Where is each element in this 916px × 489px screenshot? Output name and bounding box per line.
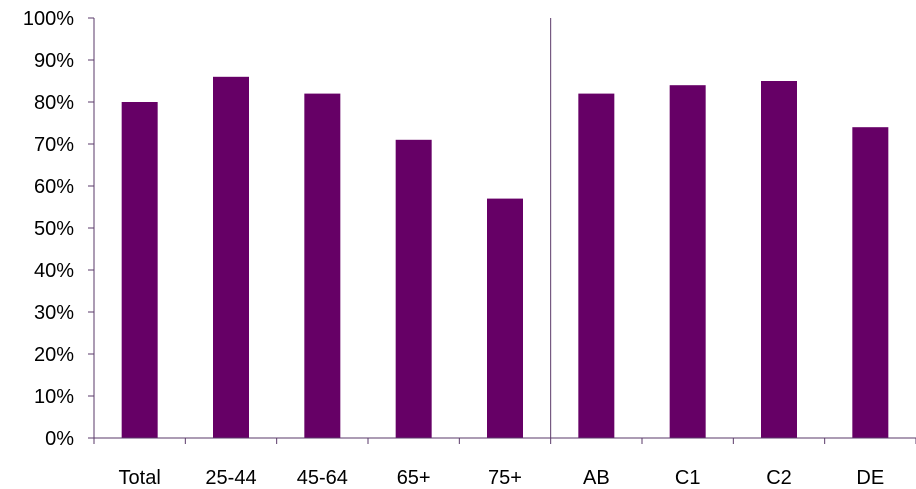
y-tick-label: 30% bbox=[34, 302, 74, 324]
x-axis: Total 25-44 45-64 65+ 75+ AB C1 C2 DE bbox=[119, 467, 885, 489]
y-tick-label: 10% bbox=[34, 386, 74, 408]
y-tick-label: 100% bbox=[23, 8, 74, 30]
bar-c1 bbox=[669, 85, 706, 438]
bar-de bbox=[852, 127, 889, 438]
bars-group bbox=[121, 76, 889, 439]
y-tick-label: 20% bbox=[34, 344, 74, 366]
x-tick-label: Total bbox=[119, 467, 161, 489]
y-tick-label: 60% bbox=[34, 176, 74, 198]
bar-ab bbox=[578, 93, 615, 438]
bar-25-44 bbox=[213, 76, 249, 439]
axes-lines bbox=[88, 17, 916, 444]
y-tick-label: 90% bbox=[34, 50, 74, 72]
x-tick-label: AB bbox=[583, 467, 610, 489]
x-tick-label: C2 bbox=[766, 467, 792, 489]
x-tick-label: DE bbox=[856, 467, 884, 489]
x-tick-label: 25-44 bbox=[205, 467, 256, 489]
x-tick-label: 45-64 bbox=[297, 467, 348, 489]
x-tick-label: 75+ bbox=[488, 467, 522, 489]
y-tick-label: 80% bbox=[34, 92, 74, 114]
x-tick-label: C1 bbox=[675, 467, 701, 489]
y-tick-label: 0% bbox=[45, 428, 74, 450]
bar-45-64 bbox=[304, 93, 341, 438]
y-tick-label: 50% bbox=[34, 218, 74, 240]
bar-75- bbox=[487, 198, 523, 438]
bar-c2 bbox=[761, 81, 797, 438]
y-axis: 0% 10% 20% 30% 40% 50% 60% 70% 80% 90% 100% bbox=[23, 8, 74, 450]
bar-total bbox=[121, 102, 158, 438]
x-tick-label: 65+ bbox=[397, 467, 431, 489]
bar-65- bbox=[395, 139, 432, 439]
y-tick-label: 40% bbox=[34, 260, 74, 282]
y-tick-label: 70% bbox=[34, 134, 74, 156]
